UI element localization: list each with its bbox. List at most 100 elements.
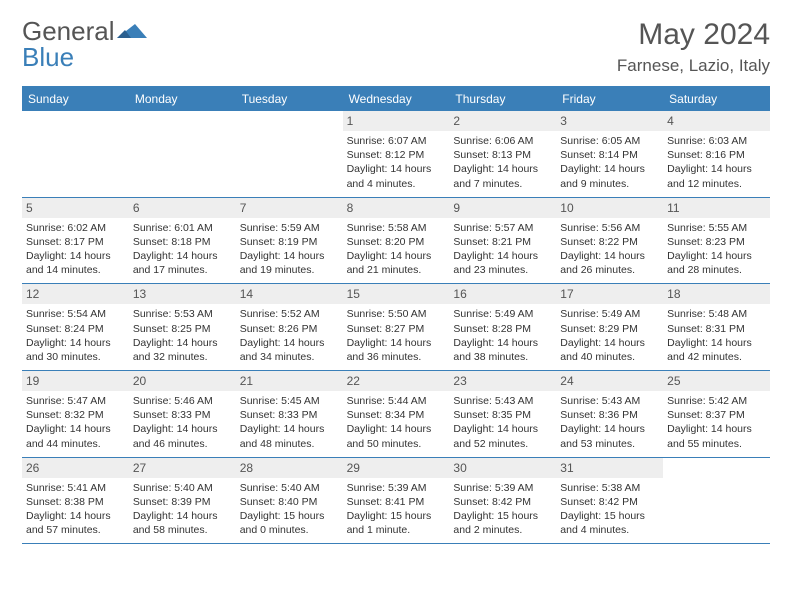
sunset-text: Sunset: 8:33 PM [240,408,339,422]
daylight-line2: and 52 minutes. [453,437,552,451]
daylight-line1: Daylight: 14 hours [667,162,766,176]
sunrise-text: Sunrise: 5:46 AM [133,394,232,408]
daylight-line1: Daylight: 14 hours [453,422,552,436]
day-info: Sunrise: 5:58 AMSunset: 8:20 PMDaylight:… [347,221,446,278]
sunrise-text: Sunrise: 5:40 AM [240,481,339,495]
daylight-line1: Daylight: 14 hours [560,336,659,350]
day-cell: . [236,111,343,197]
daylight-line1: Daylight: 15 hours [347,509,446,523]
day-info: Sunrise: 5:39 AMSunset: 8:42 PMDaylight:… [453,481,552,538]
day-number: 7 [236,198,343,218]
sunrise-text: Sunrise: 5:57 AM [453,221,552,235]
day-info: Sunrise: 5:38 AMSunset: 8:42 PMDaylight:… [560,481,659,538]
day-number: 31 [556,458,663,478]
daylight-line1: Daylight: 14 hours [133,422,232,436]
day-number: 13 [129,284,236,304]
sunset-text: Sunset: 8:31 PM [667,322,766,336]
week-row: ...1Sunrise: 6:07 AMSunset: 8:12 PMDayli… [22,111,770,198]
day-info: Sunrise: 6:02 AMSunset: 8:17 PMDaylight:… [26,221,125,278]
day-info: Sunrise: 5:42 AMSunset: 8:37 PMDaylight:… [667,394,766,451]
daylight-line1: Daylight: 14 hours [560,422,659,436]
daylight-line2: and 12 minutes. [667,177,766,191]
sunrise-text: Sunrise: 5:50 AM [347,307,446,321]
day-number: 24 [556,371,663,391]
daylight-line1: Daylight: 14 hours [26,509,125,523]
sunrise-text: Sunrise: 6:06 AM [453,134,552,148]
day-info: Sunrise: 5:47 AMSunset: 8:32 PMDaylight:… [26,394,125,451]
daylight-line2: and 42 minutes. [667,350,766,364]
day-info: Sunrise: 6:07 AMSunset: 8:12 PMDaylight:… [347,134,446,191]
day-cell: 29Sunrise: 5:39 AMSunset: 8:41 PMDayligh… [343,458,450,544]
day-cell: 30 Sunrise: 5:39 AMSunset: 8:42 PMDayligh… [449,458,556,544]
day-number: 8 [343,198,450,218]
day-info: Sunrise: 5:39 AMSunset: 8:41 PMDaylight:… [347,481,446,538]
weekday-header: Wednesday [343,87,450,111]
sunrise-text: Sunrise: 5:58 AM [347,221,446,235]
day-cell: 3Sunrise: 6:05 AMSunset: 8:14 PMDaylight… [556,111,663,197]
daylight-line2: and 48 minutes. [240,437,339,451]
sunrise-text: Sunrise: 5:40 AM [133,481,232,495]
daylight-line2: and 36 minutes. [347,350,446,364]
daylight-line2: and 21 minutes. [347,263,446,277]
sunset-text: Sunset: 8:42 PM [560,495,659,509]
week-row: 5Sunrise: 6:02 AMSunset: 8:17 PMDaylight… [22,198,770,285]
daylight-line1: Daylight: 14 hours [667,422,766,436]
sunrise-text: Sunrise: 5:48 AM [667,307,766,321]
day-number: 15 [343,284,450,304]
day-cell: 4Sunrise: 6:03 AMSunset: 8:16 PMDaylight… [663,111,770,197]
sunrise-text: Sunrise: 5:53 AM [133,307,232,321]
calendar: Sunday Monday Tuesday Wednesday Thursday… [22,86,770,544]
daylight-line2: and 40 minutes. [560,350,659,364]
daylight-line1: Daylight: 14 hours [453,249,552,263]
sunrise-text: Sunrise: 6:02 AM [26,221,125,235]
sunrise-text: Sunrise: 5:41 AM [26,481,125,495]
daylight-line1: Daylight: 14 hours [133,249,232,263]
day-number: 12 [22,284,129,304]
day-info: Sunrise: 5:40 AMSunset: 8:40 PMDaylight:… [240,481,339,538]
sunrise-text: Sunrise: 6:07 AM [347,134,446,148]
sunrise-text: Sunrise: 5:47 AM [26,394,125,408]
sunset-text: Sunset: 8:12 PM [347,148,446,162]
sunset-text: Sunset: 8:21 PM [453,235,552,249]
brand-mark-icon [117,20,147,42]
day-number: 10 [556,198,663,218]
sunset-text: Sunset: 8:34 PM [347,408,446,422]
daylight-line2: and 55 minutes. [667,437,766,451]
day-number: 26 [22,458,129,478]
sunset-text: Sunset: 8:13 PM [453,148,552,162]
sunset-text: Sunset: 8:16 PM [667,148,766,162]
sunset-text: Sunset: 8:27 PM [347,322,446,336]
daylight-line2: and 58 minutes. [133,523,232,537]
daylight-line2: and 7 minutes. [453,177,552,191]
day-cell: 10Sunrise: 5:56 AMSunset: 8:22 PMDayligh… [556,198,663,284]
day-cell: 15Sunrise: 5:50 AMSunset: 8:27 PMDayligh… [343,284,450,370]
daylight-line2: and 46 minutes. [133,437,232,451]
day-number: 30 [449,458,556,478]
daylight-line2: and 19 minutes. [240,263,339,277]
day-cell: 24Sunrise: 5:43 AMSunset: 8:36 PMDayligh… [556,371,663,457]
day-cell: 9Sunrise: 5:57 AMSunset: 8:21 PMDaylight… [449,198,556,284]
day-cell: 22Sunrise: 5:44 AMSunset: 8:34 PMDayligh… [343,371,450,457]
day-cell: 20Sunrise: 5:46 AMSunset: 8:33 PMDayligh… [129,371,236,457]
daylight-line2: and 53 minutes. [560,437,659,451]
daylight-line1: Daylight: 14 hours [560,249,659,263]
day-info: Sunrise: 6:05 AMSunset: 8:14 PMDaylight:… [560,134,659,191]
daylight-line1: Daylight: 14 hours [26,249,125,263]
daylight-line2: and 1 minute. [347,523,446,537]
day-info: Sunrise: 5:41 AMSunset: 8:38 PMDaylight:… [26,481,125,538]
sunrise-text: Sunrise: 5:55 AM [667,221,766,235]
day-number: 6 [129,198,236,218]
sunset-text: Sunset: 8:24 PM [26,322,125,336]
daylight-line2: and 4 minutes. [560,523,659,537]
sunrise-text: Sunrise: 5:43 AM [560,394,659,408]
day-cell: 16Sunrise: 5:49 AMSunset: 8:28 PMDayligh… [449,284,556,370]
day-info: Sunrise: 5:49 AMSunset: 8:29 PMDaylight:… [560,307,659,364]
day-info: Sunrise: 5:45 AMSunset: 8:33 PMDaylight:… [240,394,339,451]
daylight-line1: Daylight: 14 hours [560,162,659,176]
sunrise-text: Sunrise: 5:39 AM [347,481,446,495]
daylight-line1: Daylight: 14 hours [240,422,339,436]
day-info: Sunrise: 5:54 AMSunset: 8:24 PMDaylight:… [26,307,125,364]
sunrise-text: Sunrise: 5:43 AM [453,394,552,408]
daylight-line1: Daylight: 14 hours [240,336,339,350]
day-number: 18 [663,284,770,304]
